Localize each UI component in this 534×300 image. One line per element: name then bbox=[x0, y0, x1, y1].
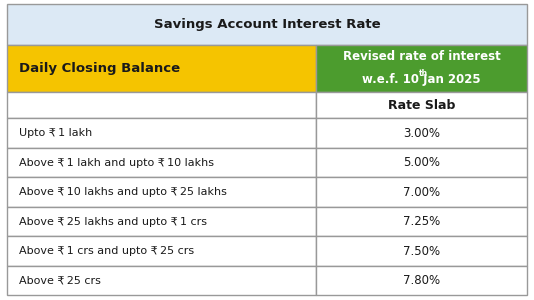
Text: Savings Account Interest Rate: Savings Account Interest Rate bbox=[154, 18, 380, 31]
Bar bbox=[7, 207, 317, 236]
Text: Daily Closing Balance: Daily Closing Balance bbox=[19, 62, 180, 75]
Text: Above ₹ 25 crs: Above ₹ 25 crs bbox=[19, 276, 100, 286]
Text: Above ₹ 10 lakhs and upto ₹ 25 lakhs: Above ₹ 10 lakhs and upto ₹ 25 lakhs bbox=[19, 187, 226, 197]
Text: Upto ₹ 1 lakh: Upto ₹ 1 lakh bbox=[19, 128, 92, 138]
Text: 5.00%: 5.00% bbox=[403, 156, 440, 169]
Bar bbox=[317, 266, 527, 296]
Bar bbox=[317, 118, 527, 148]
Text: Above ₹ 1 crs and upto ₹ 25 crs: Above ₹ 1 crs and upto ₹ 25 crs bbox=[19, 246, 194, 256]
Text: Rate Slab: Rate Slab bbox=[388, 99, 456, 112]
Bar bbox=[317, 92, 527, 118]
Bar bbox=[7, 92, 317, 118]
Bar bbox=[317, 236, 527, 266]
Text: w.e.f. 10: w.e.f. 10 bbox=[362, 73, 419, 86]
Bar bbox=[7, 148, 317, 177]
Text: Above ₹ 25 lakhs and upto ₹ 1 crs: Above ₹ 25 lakhs and upto ₹ 1 crs bbox=[19, 217, 207, 227]
Text: Above ₹ 1 lakh and upto ₹ 10 lakhs: Above ₹ 1 lakh and upto ₹ 10 lakhs bbox=[19, 158, 214, 168]
Text: 7.00%: 7.00% bbox=[403, 186, 441, 199]
Text: 3.00%: 3.00% bbox=[403, 127, 440, 140]
Bar bbox=[317, 177, 527, 207]
Text: Jan 2025: Jan 2025 bbox=[419, 73, 481, 86]
Bar bbox=[317, 45, 527, 92]
Text: 7.25%: 7.25% bbox=[403, 215, 441, 228]
Bar bbox=[7, 118, 317, 148]
Bar bbox=[7, 45, 317, 92]
Text: 7.80%: 7.80% bbox=[403, 274, 441, 287]
Bar bbox=[7, 266, 317, 296]
Bar bbox=[317, 207, 527, 236]
Text: th: th bbox=[419, 69, 428, 78]
Bar bbox=[7, 177, 317, 207]
Bar bbox=[7, 4, 527, 45]
Text: 7.50%: 7.50% bbox=[403, 245, 441, 258]
Text: Revised rate of interest: Revised rate of interest bbox=[343, 50, 500, 64]
Bar bbox=[7, 236, 317, 266]
Bar bbox=[317, 148, 527, 177]
